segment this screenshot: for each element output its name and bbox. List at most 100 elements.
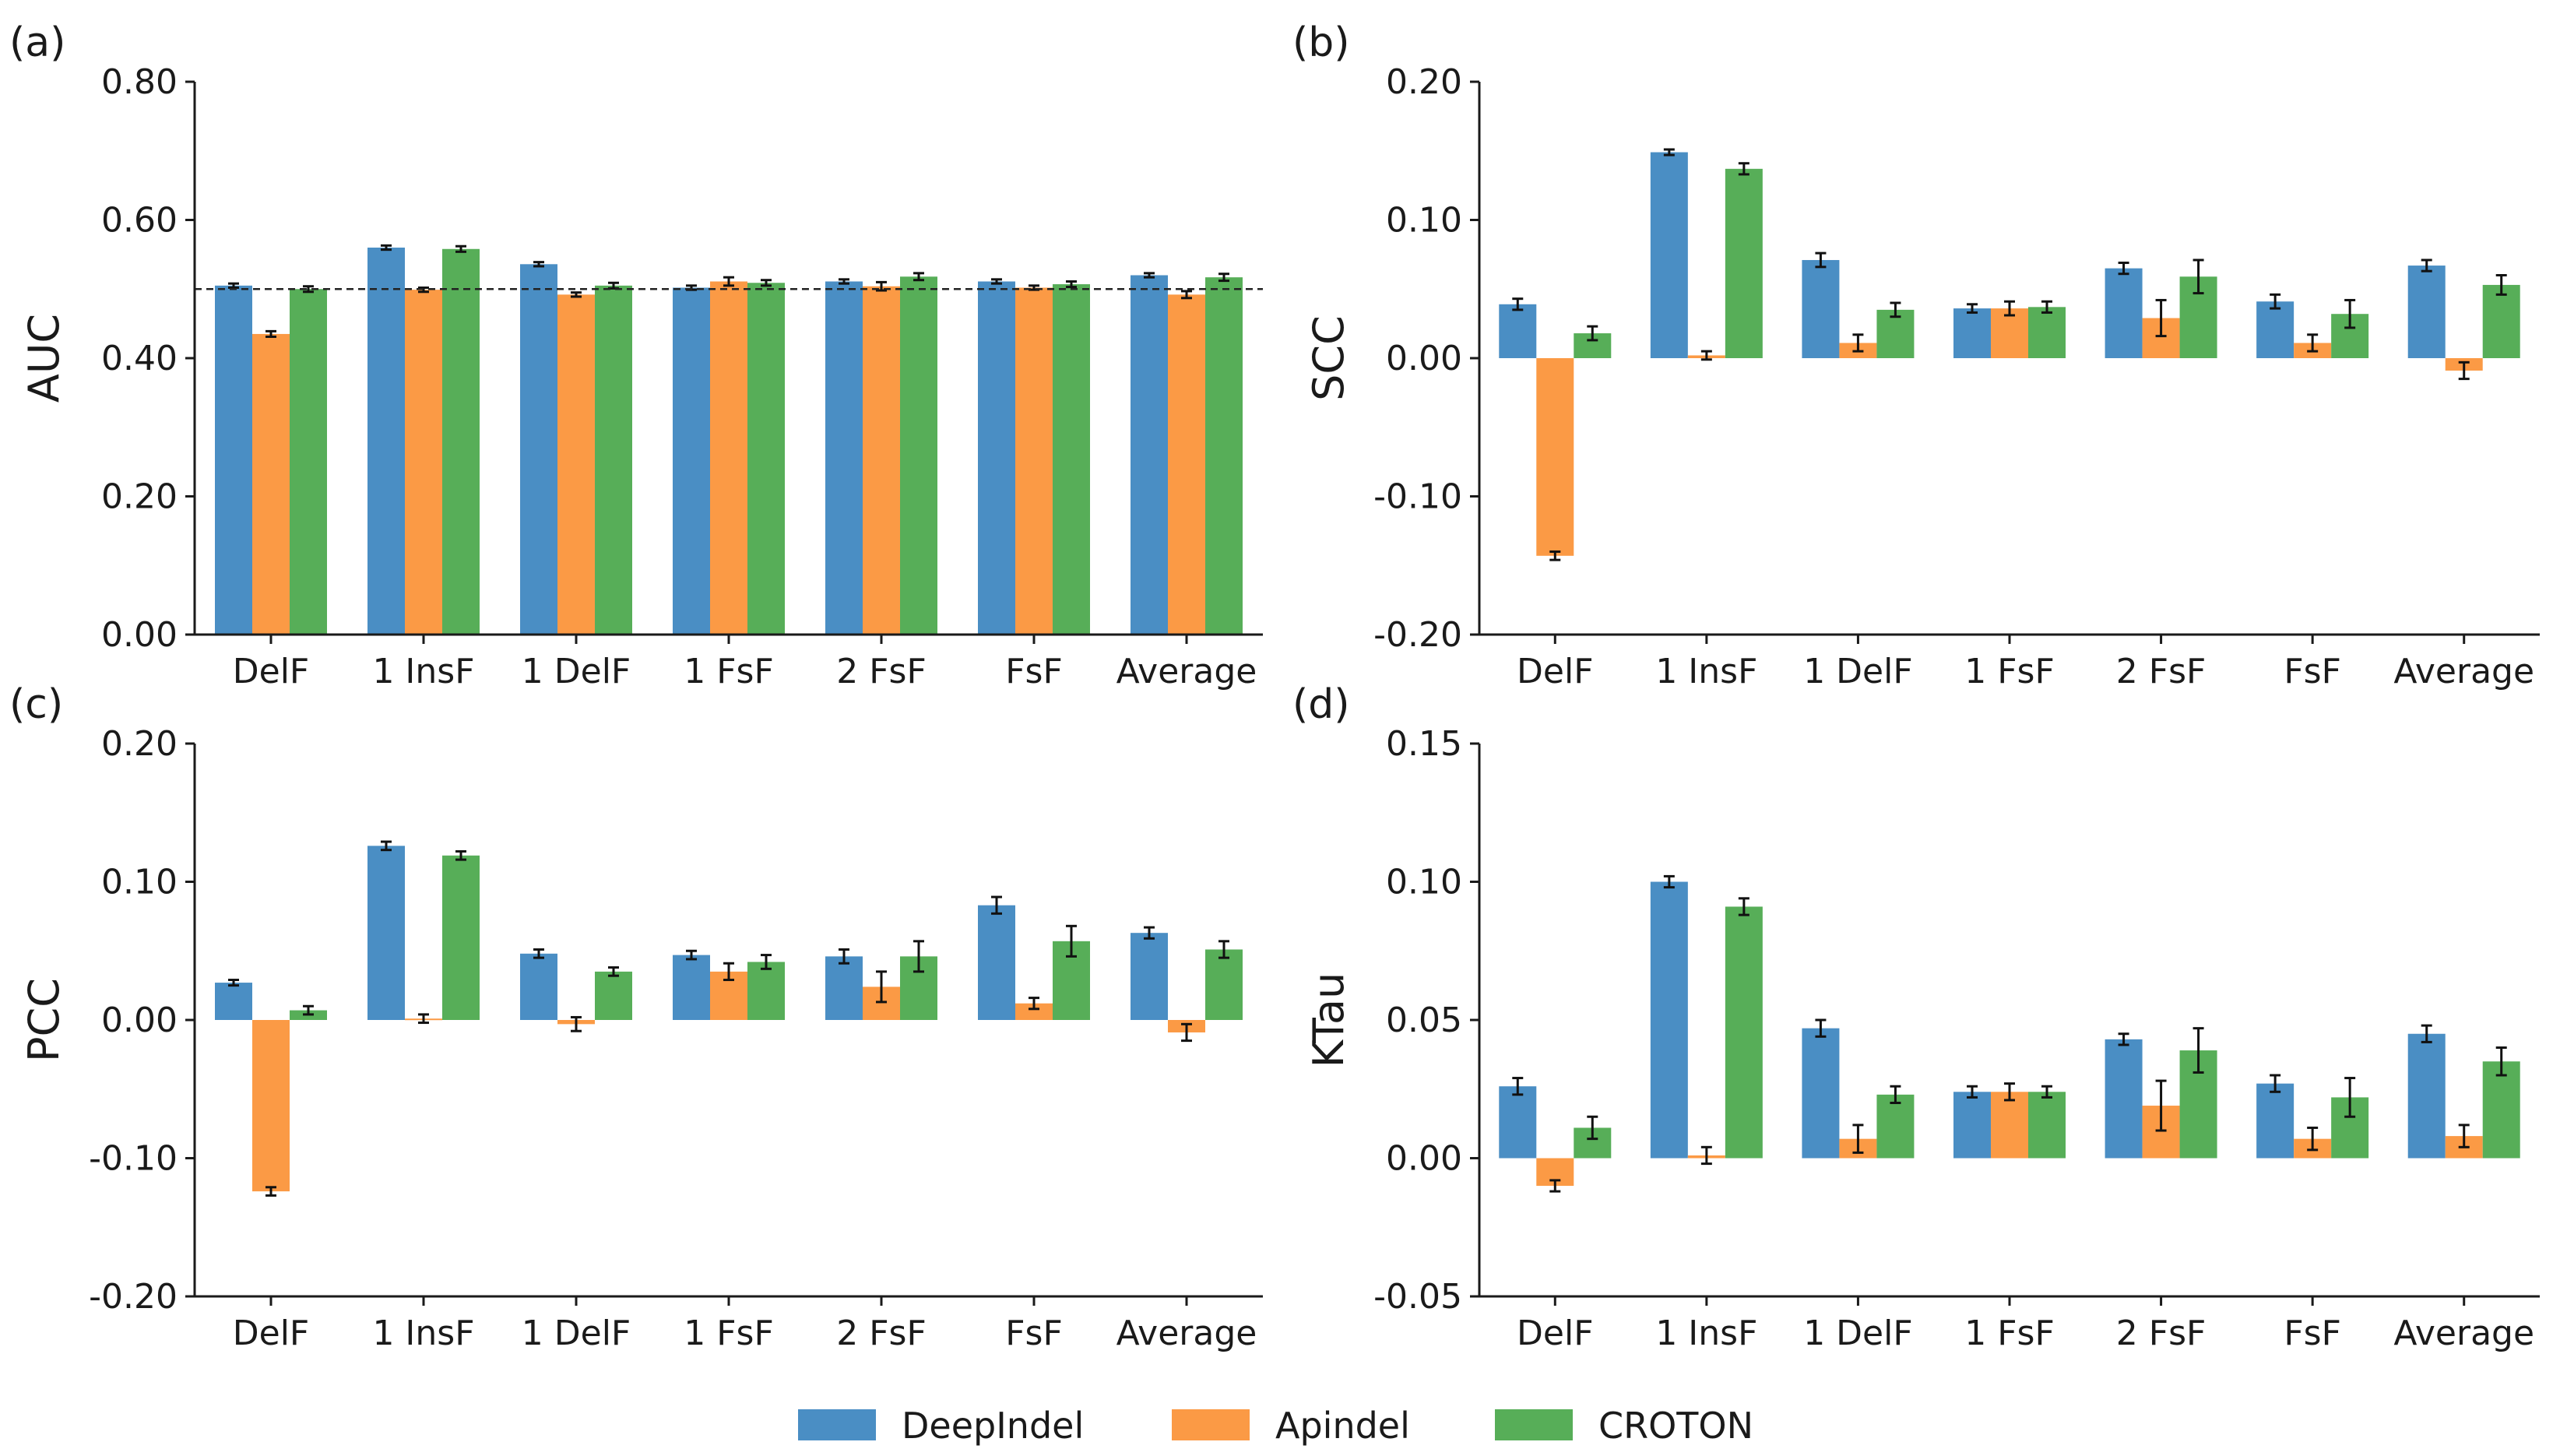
bar-deepindel-2 (520, 953, 557, 1020)
bar-deepindel-6 (2407, 266, 2446, 358)
x-tick-label: DelF (1517, 1314, 1593, 1353)
y-tick-label: 0.20 (101, 724, 178, 764)
legend-swatch-2 (1495, 1409, 1573, 1440)
bar-deepindel-5 (2256, 301, 2295, 358)
bar-deepindel-0 (215, 983, 252, 1020)
y-tick-label: -0.10 (89, 1139, 178, 1179)
y-tick-label: 0.05 (1386, 1001, 1462, 1040)
x-tick-label: 1 FsF (1964, 652, 2055, 691)
legend-swatch-1 (1172, 1409, 1250, 1440)
bar-deepindel-0 (1499, 304, 1537, 358)
x-tick-label: 2 FsF (836, 652, 927, 691)
x-tick-label: 1 FsF (1964, 1314, 2055, 1353)
bar-apindel-3 (710, 281, 747, 635)
bar-apindel-2 (557, 294, 595, 635)
bar-croton-6 (1205, 949, 1243, 1020)
bar-deepindel-3 (673, 287, 710, 635)
bar-apindel-0 (252, 333, 290, 635)
legend-label-1: Apindel (1275, 1405, 1410, 1447)
x-tick-label: 1 DelF (522, 652, 631, 691)
x-tick-label: 1 InsF (372, 1314, 474, 1353)
chart-panel-c: (c) PCC -0.20 -0.10 0.00 0.10 0.20 DelF 1 InsF 1 … (9, 681, 1263, 1353)
y-tick-label: -0.20 (89, 1277, 178, 1317)
x-tick-label: 1 DelF (522, 1314, 631, 1353)
y-tick-label: 0.00 (1386, 1139, 1462, 1179)
x-tick-label: 1 InsF (1655, 652, 1757, 691)
y-tick-label: 0.00 (1386, 339, 1462, 378)
bar-deepindel-1 (367, 248, 405, 635)
bar-croton-5 (1053, 284, 1090, 635)
y-tick-label: -0.20 (1373, 615, 1462, 655)
panel-label-c: (c) (9, 681, 63, 728)
y-tick-label: 0.00 (101, 615, 178, 655)
x-tick-label: 2 FsF (2116, 1314, 2207, 1353)
bar-croton-6 (2482, 284, 2520, 358)
bar-apindel-3 (1991, 1092, 2028, 1159)
bar-croton-3 (747, 962, 785, 1020)
x-tick-label: 1 FsF (684, 652, 774, 691)
bar-croton-3 (2028, 307, 2066, 358)
panel-label-d: (d) (1292, 681, 1350, 728)
bar-apindel-0 (1536, 358, 1574, 556)
bar-deepindel-0 (1499, 1086, 1537, 1159)
bar-deepindel-3 (1953, 1092, 1991, 1159)
y-tick-label: 0.10 (1386, 201, 1462, 241)
y-tick-label: 0.40 (101, 339, 178, 378)
bar-deepindel-6 (1131, 933, 1168, 1020)
bar-croton-1 (442, 855, 480, 1020)
bar-deepindel-3 (1953, 308, 1991, 358)
bar-apindel-6 (1168, 294, 1205, 635)
bar-deepindel-2 (1802, 259, 1840, 358)
bar-croton-4 (900, 276, 937, 635)
bar-deepindel-2 (1802, 1028, 1840, 1159)
bar-deepindel-0 (215, 285, 252, 635)
x-tick-label: 1 FsF (684, 1314, 774, 1353)
legend-label-2: CROTON (1598, 1405, 1753, 1447)
legend-label-0: DeepIndel (902, 1405, 1084, 1447)
bar-deepindel-4 (825, 956, 863, 1020)
x-tick-label: DelF (233, 1314, 309, 1353)
bar-deepindel-6 (2407, 1033, 2446, 1159)
bar-deepindel-5 (978, 281, 1015, 635)
x-tick-label: Average (1116, 1314, 1257, 1353)
bar-croton-6 (1205, 277, 1243, 635)
bar-deepindel-5 (2256, 1083, 2295, 1159)
chart-panel-d: (d) KTau -0.05 0.00 0.05 0.10 0.15 DelF 1 InsF 1 … (1292, 681, 2540, 1353)
bar-deepindel-3 (673, 955, 710, 1020)
bar-deepindel-2 (520, 264, 557, 635)
x-tick-label: DelF (1517, 652, 1593, 691)
x-tick-label: FsF (2284, 652, 2341, 691)
panel-label-a: (a) (9, 19, 65, 66)
y-tick-label: -0.05 (1373, 1277, 1462, 1317)
x-tick-label: 1 InsF (1655, 1314, 1757, 1353)
x-tick-label: Average (2393, 1314, 2534, 1353)
bar-apindel-5 (1015, 1003, 1053, 1020)
legend: DeepIndel Apindel CROTON (798, 1405, 1753, 1447)
bar-croton-1 (442, 248, 480, 635)
y-axis-label: PCC (19, 978, 69, 1062)
x-tick-label: 1 InsF (372, 652, 474, 691)
bar-apindel-1 (405, 290, 442, 635)
y-tick-label: 0.00 (101, 1001, 178, 1040)
x-tick-label: FsF (1005, 1314, 1063, 1353)
x-tick-label: FsF (2284, 1314, 2341, 1353)
bar-croton-0 (290, 289, 327, 635)
bar-apindel-3 (1991, 308, 2028, 358)
y-tick-label: 0.10 (1386, 863, 1462, 902)
bar-croton-3 (747, 283, 785, 635)
y-tick-label: 0.60 (101, 201, 178, 241)
bar-deepindel-4 (2105, 1039, 2143, 1159)
x-tick-label: Average (2393, 652, 2534, 691)
y-tick-label: 0.20 (1386, 62, 1462, 102)
bar-deepindel-1 (367, 846, 405, 1020)
y-axis-label: SCC (1304, 315, 1353, 401)
y-tick-label: -0.10 (1373, 477, 1462, 517)
bar-deepindel-1 (1650, 881, 1688, 1159)
bar-croton-2 (1876, 1094, 1915, 1159)
y-axis-label: AUC (19, 314, 69, 403)
x-tick-label: FsF (1005, 652, 1063, 691)
bar-deepindel-4 (825, 281, 863, 635)
y-tick-label: 0.10 (101, 863, 178, 902)
legend-swatch-0 (798, 1409, 876, 1440)
